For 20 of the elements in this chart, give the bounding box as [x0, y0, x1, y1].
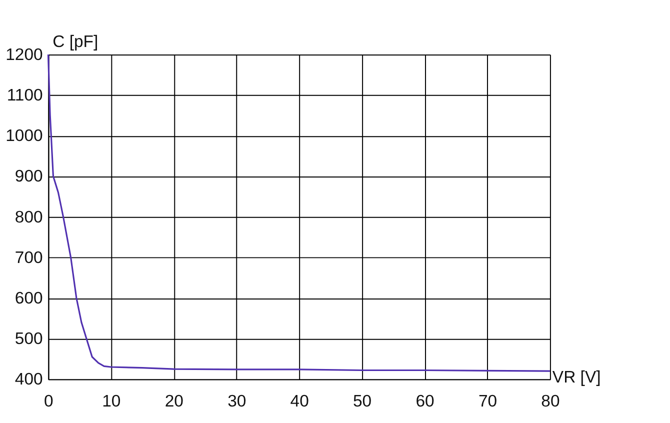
y-tick-label: 800 — [14, 207, 43, 226]
y-tick-label: 700 — [14, 248, 43, 267]
y-tick-label: 500 — [14, 329, 43, 348]
x-tick-label: 10 — [102, 391, 121, 410]
x-tick-label: 60 — [416, 391, 434, 410]
x-tick-label: 40 — [290, 391, 309, 410]
x-tick-label: 70 — [478, 391, 498, 410]
y-tick-label: 1100 — [6, 86, 43, 105]
y-tick-label: 1200 — [6, 44, 43, 64]
y-axis-title: C [pF] — [52, 32, 98, 52]
y-tick-label: 600 — [14, 288, 43, 308]
y-tick-label: 400 — [14, 370, 43, 389]
y-tick-label: 900 — [14, 166, 43, 186]
x-tick-label: 0 — [44, 391, 54, 410]
x-tick-label: 80 — [541, 391, 560, 410]
x-tick-label: 50 — [352, 391, 372, 410]
y-tick-label: 1000 — [6, 126, 43, 146]
x-axis-title: VR [V] — [552, 368, 601, 387]
x-tick-label: 30 — [228, 391, 246, 410]
x-tick-label: 20 — [164, 391, 184, 410]
